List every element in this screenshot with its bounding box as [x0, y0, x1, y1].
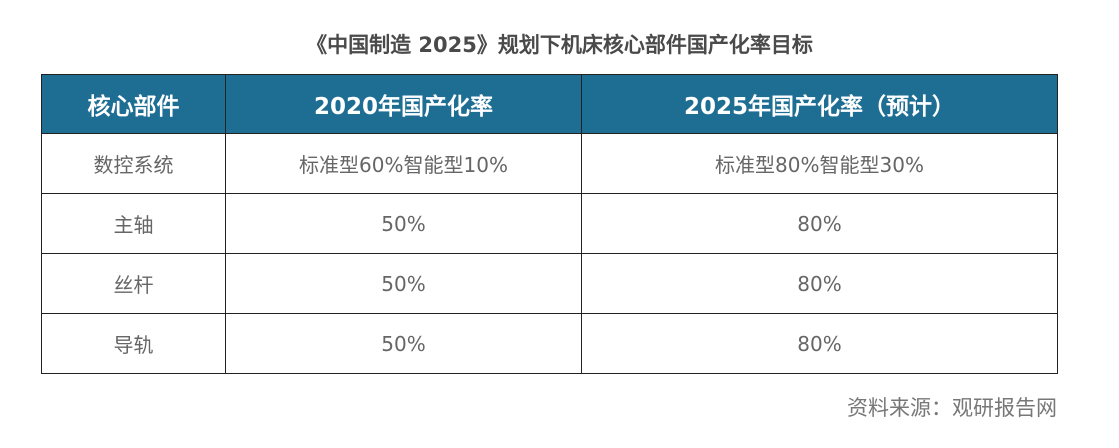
table-cell: 50%	[225, 253, 582, 314]
table-cell: 数控系统	[41, 133, 226, 194]
table-row: 数控系统 标准型60%智能型10% 标准型80%智能型30%	[41, 133, 1058, 194]
table-cell: 50%	[225, 313, 582, 374]
table-header-row: 核心部件 2020年国产化率 2025年国产化率（预计）	[41, 74, 1058, 134]
table-row: 丝杆 50% 80%	[41, 253, 1058, 314]
data-table: 核心部件 2020年国产化率 2025年国产化率（预计） 数控系统 标准型60%…	[41, 74, 1058, 374]
page-title: 《中国制造 2025》规划下机床核心部件国产化率目标	[306, 33, 813, 57]
source-note: 资料来源：观研报告网	[847, 396, 1057, 420]
table-cell: 80%	[581, 253, 1058, 314]
table-cell: 50%	[225, 193, 582, 254]
table-cell: 标准型80%智能型30%	[581, 133, 1058, 194]
table-row: 主轴 50% 80%	[41, 193, 1058, 254]
table-cell: 80%	[581, 313, 1058, 374]
table-cell: 标准型60%智能型10%	[225, 133, 582, 194]
table-cell: 丝杆	[41, 253, 226, 314]
table-row: 导轨 50% 80%	[41, 313, 1058, 374]
table-cell: 导轨	[41, 313, 226, 374]
table-cell: 80%	[581, 193, 1058, 254]
column-header-2025-rate: 2025年国产化率（预计）	[581, 74, 1058, 134]
table-cell: 主轴	[41, 193, 226, 254]
column-header-2020-rate: 2020年国产化率	[225, 74, 582, 134]
column-header-component: 核心部件	[41, 74, 226, 134]
